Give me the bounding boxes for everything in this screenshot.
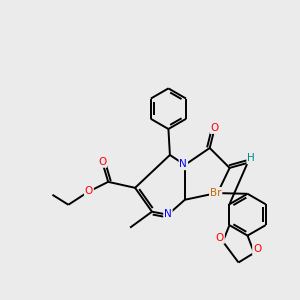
Text: N: N	[179, 159, 187, 169]
Text: O: O	[211, 123, 219, 133]
Text: O: O	[253, 244, 261, 254]
Text: Br: Br	[210, 188, 221, 198]
Text: S: S	[214, 188, 221, 198]
Text: H: H	[247, 154, 255, 164]
Text: O: O	[85, 186, 93, 196]
Text: O: O	[216, 233, 224, 243]
Text: O: O	[98, 157, 106, 167]
Text: N: N	[164, 209, 172, 219]
